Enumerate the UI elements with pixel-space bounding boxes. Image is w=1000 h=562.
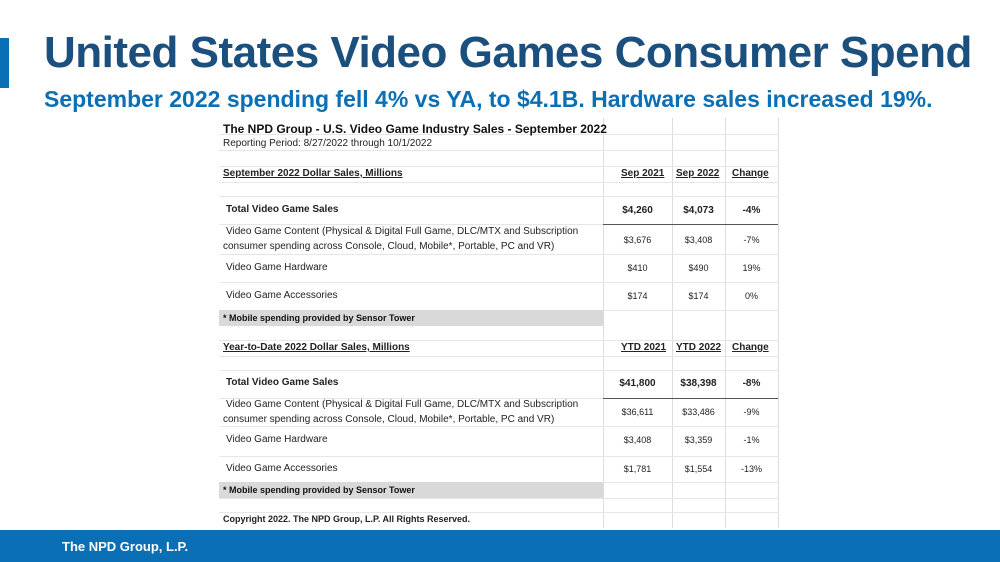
grid-line	[725, 118, 726, 528]
grid-line	[219, 182, 779, 183]
grid-line	[603, 118, 604, 528]
footnote-mobile: * Mobile spending provided by Sensor Tow…	[219, 482, 603, 498]
row-label: Video Game Accessories	[226, 463, 338, 474]
sales-table: The NPD Group - U.S. Video Game Industry…	[219, 118, 779, 528]
row-label: Total Video Game Sales	[226, 377, 339, 388]
slide-subtitle: September 2022 spending fell 4% vs YA, t…	[44, 86, 933, 112]
grid-line	[219, 512, 779, 513]
cell-value: $33,486	[682, 407, 715, 417]
column-header-sep-2022: Sep 2022	[676, 168, 720, 179]
grid-line	[219, 166, 779, 167]
grid-line	[219, 150, 779, 151]
cell-value: 0%	[744, 291, 758, 301]
total-underline	[603, 398, 778, 399]
grid-line	[672, 118, 673, 528]
cell-value: $490	[688, 263, 709, 273]
column-header-sep-2021: Sep 2021	[621, 168, 665, 179]
accent-bar	[0, 38, 9, 88]
row-label: Video Game Accessories	[226, 290, 338, 301]
row-label-continued: consumer spending across Console, Cloud,…	[223, 241, 555, 252]
grid-line	[219, 426, 779, 427]
grid-line	[219, 196, 779, 197]
row-label: Video Game Hardware	[226, 434, 328, 445]
row-label-continued: consumer spending across Console, Cloud,…	[223, 414, 555, 425]
grid-line	[219, 398, 779, 399]
cell-value: $4,073	[683, 205, 714, 216]
cell-value: -9%	[743, 407, 760, 417]
row-label: Video Game Hardware	[226, 262, 328, 273]
monthly-section-label: September 2022 Dollar Sales, Millions	[223, 168, 403, 179]
cell-value: $1,554	[684, 464, 713, 474]
grid-line	[219, 134, 779, 135]
copyright-notice: Copyright 2022. The NPD Group, L.P. All …	[223, 514, 471, 524]
cell-value: $174	[688, 291, 709, 301]
cell-value: $36,611	[621, 407, 654, 417]
grid-line	[219, 498, 779, 499]
column-header-ytd-2022: YTD 2022	[676, 342, 722, 353]
column-header-change: Change	[732, 342, 769, 353]
grid-line	[219, 456, 779, 457]
cell-value: -13%	[740, 464, 762, 474]
cell-value: $38,398	[680, 378, 717, 389]
total-underline	[603, 224, 778, 225]
grid-line	[219, 340, 779, 341]
column-header-ytd-2021: YTD 2021	[621, 342, 667, 353]
cell-value: -1%	[743, 435, 760, 445]
grid-line	[219, 282, 779, 283]
grid-line	[219, 254, 779, 255]
row-label: Total Video Game Sales	[226, 204, 339, 215]
grid-line	[219, 224, 779, 225]
row-label: Video Game Content (Physical & Digital F…	[226, 226, 579, 237]
cell-value: 19%	[742, 263, 761, 273]
footer-bar: The NPD Group, L.P.	[0, 530, 1000, 562]
cell-value: $3,676	[623, 235, 652, 245]
grid-line	[219, 370, 779, 371]
footnote-mobile: * Mobile spending provided by Sensor Tow…	[219, 310, 603, 326]
ytd-section-label: Year-to-Date 2022 Dollar Sales, Millions	[223, 342, 410, 353]
cell-value: $410	[627, 263, 648, 273]
cell-value: -8%	[742, 378, 761, 389]
reporting-period: Reporting Period: 8/27/2022 through 10/1…	[223, 138, 433, 149]
row-label: Video Game Content (Physical & Digital F…	[226, 399, 579, 410]
cell-value: $3,408	[684, 235, 713, 245]
cell-value: -4%	[742, 205, 761, 216]
cell-value: $4,260	[622, 205, 653, 216]
column-header-change: Change	[732, 168, 769, 179]
table-title: The NPD Group - U.S. Video Game Industry…	[223, 122, 607, 136]
cell-value: $41,800	[619, 378, 656, 389]
grid-line	[219, 356, 779, 357]
footer-company: The NPD Group, L.P.	[62, 539, 189, 554]
cell-value: -7%	[743, 235, 760, 245]
grid-line	[778, 118, 779, 528]
cell-value: $3,408	[623, 435, 652, 445]
cell-value: $174	[627, 291, 648, 301]
slide-title: United States Video Games Consumer Spend	[44, 28, 972, 77]
cell-value: $3,359	[684, 435, 713, 445]
cell-value: $1,781	[623, 464, 652, 474]
